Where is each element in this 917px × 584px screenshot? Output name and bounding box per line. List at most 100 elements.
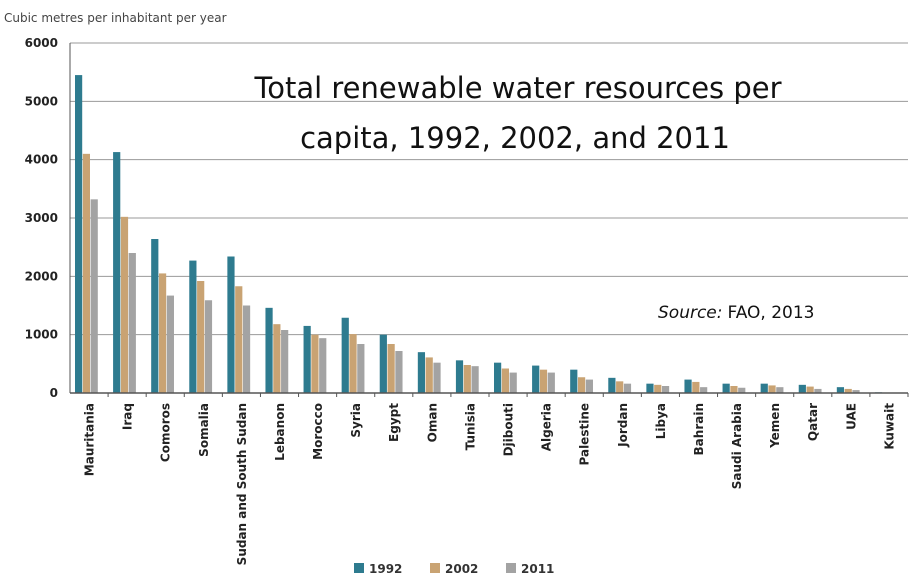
bar [189,260,197,393]
bar [204,300,213,393]
bar [570,369,578,393]
bar [90,199,98,393]
bar [776,387,784,393]
bar [768,385,776,393]
bar [806,386,814,393]
x-tick-label: Kuwait [882,403,896,450]
bar [501,368,509,393]
x-tick-label: Comoros [159,403,173,462]
chart-title-line-1: Total renewable water resources per [253,71,781,105]
bar [494,362,502,393]
bar [395,351,403,393]
x-tick-label: Morocco [311,403,325,460]
bar [623,383,632,393]
bar [684,379,692,393]
source-label: Source: [658,303,723,323]
bar [532,365,540,393]
bar [281,330,289,393]
x-tick-label: Libya [654,403,668,439]
bar [455,360,464,393]
bar [82,153,90,393]
legend-label: 2011 [521,562,554,576]
x-tick-label: Syria [349,403,363,438]
y-axis-label: Cubic metres per inhabitant per year [4,11,227,25]
bar [463,365,471,393]
bar [608,377,616,393]
x-ticks: Mauritania Iraq Comoros Somalia Sudan and So… [83,393,909,565]
x-tick-label: Somalia [197,403,211,457]
gridlines [70,42,908,336]
bar [798,384,806,393]
y-tick-label: 1000 [25,328,58,342]
bar [661,386,670,393]
bar [539,369,548,393]
x-tick-label: Bahrain [692,403,706,455]
bar [509,372,517,393]
bar [760,383,768,393]
x-tick-label: Lebanon [273,403,287,461]
bar [425,357,433,393]
x-tick-label: Egypt [387,403,401,442]
y-tick-label: 6000 [25,36,58,50]
y-tick-label: 4000 [25,153,58,167]
bar [471,366,479,393]
y-tick-label: 2000 [25,269,58,283]
legend-label: 1992 [369,562,402,576]
bar [616,381,624,393]
bar [349,334,357,393]
x-tick-label: UAE [844,403,858,430]
source-note: Source: FAO, 2013 [658,303,815,323]
x-tick-label: Algeria [540,403,554,451]
bar [547,372,555,393]
bar [585,379,593,393]
bar [265,307,273,393]
y-tick-label: 5000 [25,94,58,108]
y-ticks: 0 1000 2000 3000 4000 5000 6000 [25,36,58,400]
bar [654,384,662,393]
legend-swatch [354,563,364,573]
bar [151,239,159,393]
bar [692,381,700,393]
bar [417,352,426,393]
x-tick-label: Palestine [578,403,592,466]
x-tick-label: Iraq [121,403,135,430]
bar [341,317,349,393]
bar [158,273,167,393]
bar [311,334,319,393]
bar [128,253,136,393]
bar [700,387,708,393]
bar [577,377,586,393]
legend-label: 2002 [445,562,478,576]
source-value: FAO, 2013 [728,303,815,323]
x-tick-label: Oman [425,403,439,442]
bar [357,344,365,393]
bar [113,152,121,393]
bar [197,281,205,393]
bar [836,387,845,393]
x-tick-label: Sudan and South Sudan [235,403,249,565]
bar [242,305,251,393]
bar [235,286,243,393]
bar [379,334,387,393]
x-tick-label: Qatar [806,403,820,441]
bar [646,383,654,393]
bar [433,362,441,393]
bar [303,325,311,393]
bar [722,383,730,393]
bar [120,216,129,393]
bar [166,295,174,393]
bar [227,256,235,393]
bar [730,386,738,393]
bar [814,388,822,393]
bar [844,388,852,393]
legend: 1992 2002 2011 [354,562,554,576]
bar [387,344,395,393]
x-tick-label: Tunisia [463,403,477,450]
x-tick-label: Jordan [616,403,630,448]
x-tick-label: Yemen [768,403,782,449]
legend-swatch [506,563,516,573]
x-tick-label: Mauritania [83,403,97,476]
bars [75,75,898,394]
bar [852,390,860,393]
